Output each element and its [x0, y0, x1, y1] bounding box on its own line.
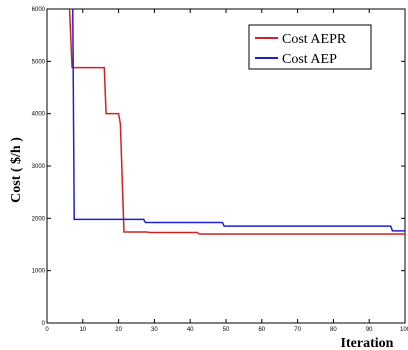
x-tick-label: 70: [294, 327, 301, 333]
y-tick-label: 2000: [32, 216, 46, 222]
series-line-cost-aepr: [68, 9, 405, 235]
x-tick-label: 50: [223, 327, 230, 333]
series-line-cost-aep: [72, 9, 405, 232]
legend-label-cost-aepr: Cost AEPR: [282, 32, 347, 47]
x-axis-label: Iteration: [341, 336, 394, 350]
x-tick-label: 60: [258, 327, 265, 333]
x-tick-label: 80: [330, 327, 337, 333]
y-tick-label: 1000: [32, 269, 46, 275]
x-tick-label: 20: [115, 327, 122, 333]
x-tick-label: 100: [400, 327, 408, 333]
legend-label-cost-aep: Cost AEP: [282, 52, 337, 67]
x-tick-label: 30: [151, 327, 158, 333]
y-tick-label: 4000: [32, 112, 46, 118]
x-tick-label: 40: [187, 327, 194, 333]
x-axis-ticks: 0 10 20 30 40 50 60 70 80 90 100: [45, 9, 408, 333]
y-tick-label: 3000: [32, 164, 46, 170]
y-tick-label: 0: [42, 321, 46, 327]
x-tick-label: 10: [79, 327, 86, 333]
legend-box: [248, 24, 372, 70]
legend: Cost AEPR Cost AEP: [248, 24, 372, 70]
y-axis-label: Cost ( $/h ): [9, 137, 24, 203]
x-tick-label: 90: [366, 327, 373, 333]
y-tick-label: 6000: [32, 7, 46, 13]
y-axis-ticks: 0 1000 2000 3000 4000 5000 6000: [32, 7, 405, 327]
x-tick-label: 0: [45, 327, 49, 333]
y-tick-label: 5000: [32, 59, 46, 65]
series-layer: [68, 9, 405, 235]
